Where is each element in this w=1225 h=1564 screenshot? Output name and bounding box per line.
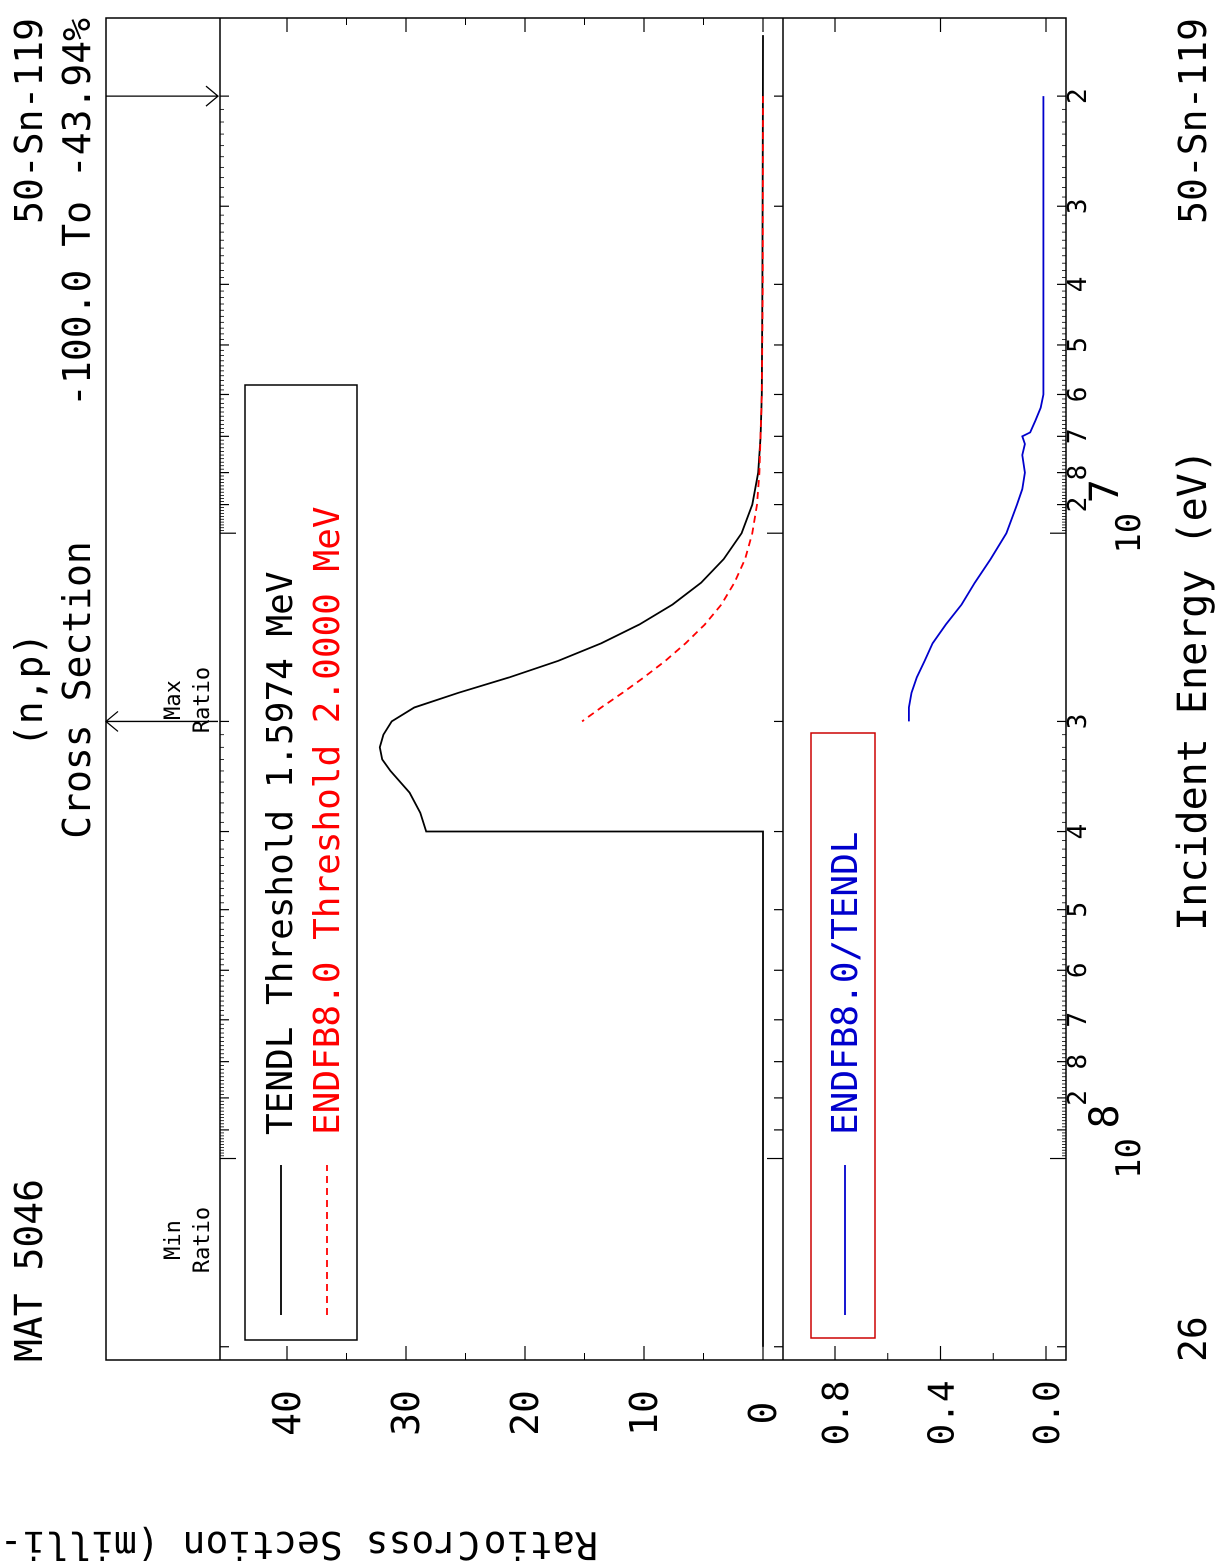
cross-section-axis-title: Cross Section (milli-barns) (0, 1523, 480, 1564)
x-tick-label: 4 (1063, 824, 1093, 840)
nuclide-label-bottom: 50-Sn-119 (1171, 18, 1215, 224)
x-major-label-exp: 8 (1082, 1104, 1128, 1128)
x-tick-label: 6 (1063, 962, 1093, 978)
x-tick-label: 8 (1063, 465, 1093, 481)
x-major-label: 108 (1082, 1104, 1149, 1179)
y-tick-label: 40 (265, 1390, 309, 1436)
outer-frame (105, 17, 1067, 1361)
ratio-tick-label: 0.8 (816, 1380, 857, 1445)
y-tick-label: 10 (622, 1390, 666, 1436)
legend-box (244, 384, 358, 1341)
ratio-range-label: -100.0 To -43.94% (55, 18, 99, 407)
min-ratio-arrowhead (205, 85, 220, 107)
x-tick-label: 2 (1063, 88, 1093, 104)
legend-endfb-label: ENDFB8.0 Threshold 2.0000 MeV (307, 506, 348, 1135)
ratio-tick-label: 0.0 (1027, 1380, 1068, 1445)
ratio-legend-box (810, 732, 876, 1339)
mat-number: MAT 5046 (7, 1179, 51, 1362)
tendl-line (378, 35, 764, 1347)
page-number: 26 (1171, 1316, 1215, 1362)
x-tick-label: 3 (1063, 714, 1093, 730)
axis-ticks (220, 18, 1066, 1361)
x-tick-label: 4 (1063, 277, 1093, 293)
x-major-label-exp: 7 (1082, 479, 1128, 503)
max-ratio-label-2: Ratio (190, 667, 215, 733)
reaction-label: (n,p) (7, 633, 51, 747)
plot-frame (105, 17, 1067, 1361)
ratio-tick-label: 0.4 (922, 1380, 963, 1445)
ratio-line (908, 96, 1045, 722)
x-major-label: 107 (1082, 479, 1149, 554)
min-ratio-label-1: Min (161, 1220, 186, 1260)
x-tick-label: 5 (1063, 902, 1093, 918)
x-tick-label: 2 (1063, 497, 1093, 513)
max-ratio-arrowhead (104, 710, 119, 732)
legend-tendl-label: TENDL Threshold 1.5974 MeV (260, 571, 301, 1135)
x-tick-label: 8 (1063, 1054, 1093, 1070)
nuclide-label: 50-Sn-119 (7, 18, 51, 224)
x-axis-title: Incident Energy (eV) (1170, 449, 1216, 931)
ratio-legend-label: ENDFB8.0/TENDL (825, 832, 866, 1135)
x-tick-label: 6 (1063, 387, 1093, 403)
y-tick-label: 0 (741, 1402, 785, 1425)
x-tick-label: 5 (1063, 337, 1093, 353)
x-tick-label: 7 (1063, 1012, 1093, 1028)
quantity-label: Cross Section (55, 541, 99, 838)
x-tick-label: 2 (1063, 1090, 1093, 1106)
y-tick-label: 30 (384, 1390, 428, 1436)
series-layer (104, 35, 1045, 1347)
x-tick-label: 7 (1063, 429, 1093, 445)
min-ratio-label-2: Ratio (190, 1207, 215, 1273)
ratio-axis-title: Ratio (484, 1523, 598, 1564)
max-ratio-label-1: Max (161, 680, 186, 720)
endfb-line (581, 96, 764, 723)
x-tick-label: 3 (1063, 198, 1093, 214)
x-major-label-base: 10 (1109, 513, 1149, 554)
y-tick-label: 20 (503, 1390, 547, 1436)
x-major-label-base: 10 (1109, 1138, 1149, 1179)
